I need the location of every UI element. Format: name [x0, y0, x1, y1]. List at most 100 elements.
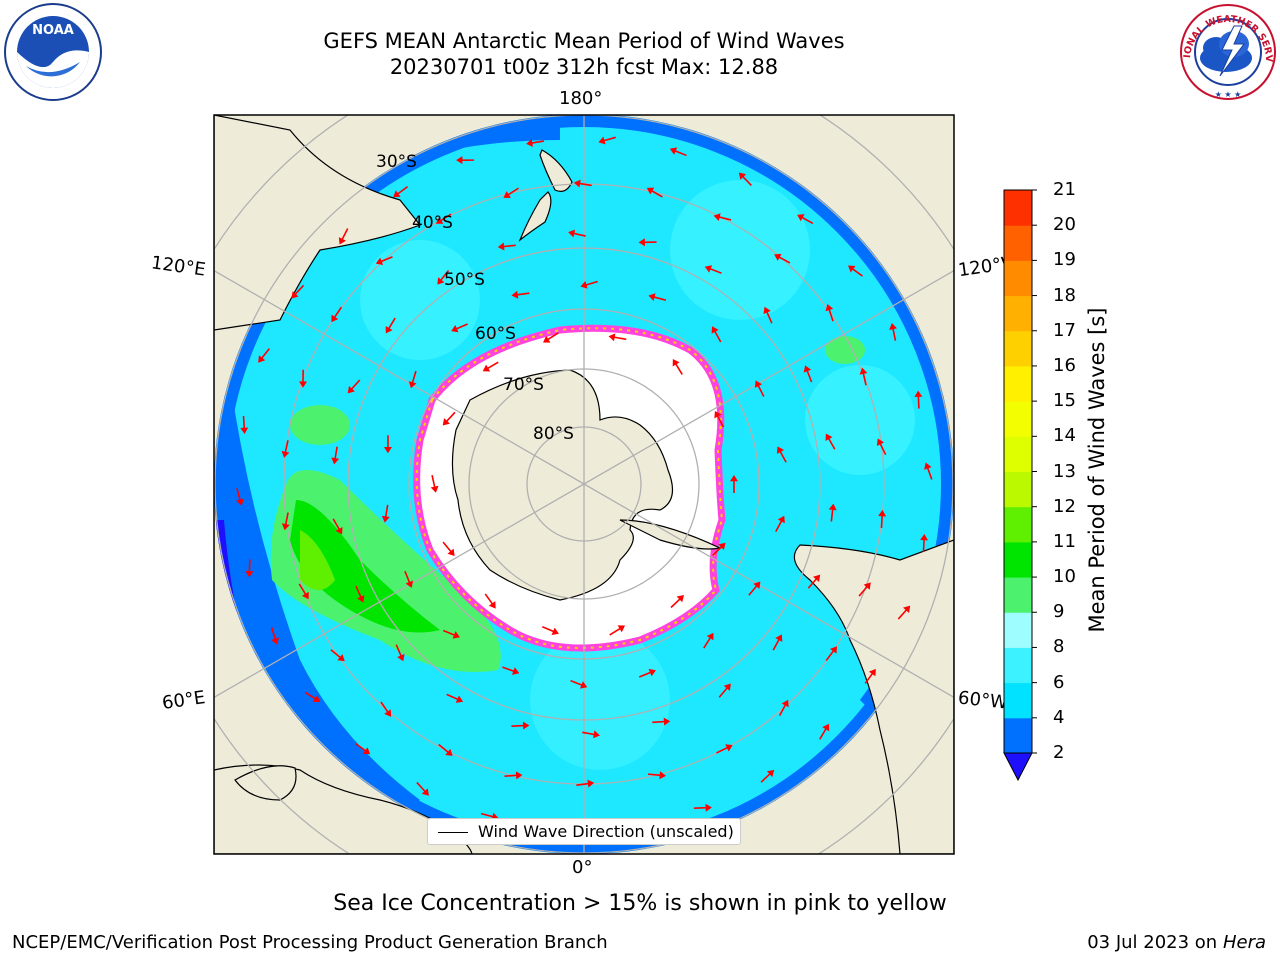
colorbar	[1003, 189, 1037, 782]
wind-wave-arrow-shaft	[897, 609, 908, 620]
colorbar-tick-label: 17	[1053, 319, 1076, 341]
colorbar-label: Mean Period of Wind Waves [s]	[1085, 307, 1109, 633]
wind-wave-arrow-shaft	[718, 216, 732, 221]
colorbar-tick-label: 4	[1053, 706, 1065, 728]
wind-wave-arrow-shaft	[416, 781, 426, 793]
wind-wave-arrow-shaft	[542, 626, 555, 633]
wind-wave-arrow-head	[338, 237, 346, 245]
wind-wave-arrow-shaft	[651, 189, 663, 198]
wind-wave-arrow-head	[705, 803, 712, 812]
wind-wave-arrow-head	[776, 446, 785, 454]
wind-wave-arrow-head	[781, 699, 789, 708]
wind-wave-arrow-head	[397, 653, 405, 662]
wind-wave-arrow-head	[580, 280, 588, 289]
wind-wave-arrow-shaft	[917, 395, 920, 409]
wind-wave-arrow-head	[445, 748, 453, 756]
wind-wave-arrow-shaft	[350, 379, 361, 390]
wind-wave-arrow-head	[331, 457, 340, 465]
wind-wave-arrow-shaft	[703, 636, 712, 649]
wind-wave-arrow-head	[754, 380, 763, 388]
wind-wave-arrow-head	[347, 385, 355, 394]
wind-wave-arrow-shaft	[332, 518, 341, 531]
wind-wave-arrow-head	[889, 323, 898, 331]
wind-wave-arrow-head	[551, 627, 559, 635]
map-legend: Wind Wave Direction (unscaled)	[427, 818, 741, 845]
south-america	[793, 539, 954, 854]
wind-wave-arrow-head	[482, 364, 491, 372]
wind-wave-arrow-shaft	[830, 508, 834, 522]
wind-wave-arrow-head	[593, 730, 600, 739]
wind-wave-arrow-shaft	[333, 306, 343, 319]
wind-wave-arrow-shaft	[516, 292, 530, 296]
wind-wave-arrow-head	[766, 769, 775, 778]
wind-wave-arrow-head	[774, 253, 782, 261]
sea-ice-note: Sea Ice Concentration > 15% is shown in …	[333, 891, 947, 916]
madagascar	[234, 765, 297, 801]
wind-wave-arrow-head	[704, 265, 713, 273]
wind-wave-arrow-head	[638, 238, 645, 247]
wind-wave-arrow-shaft	[284, 440, 289, 453]
colorbar-tick-label: 6	[1053, 671, 1065, 693]
graticule	[214, 115, 954, 854]
colorbar-tick-label: 11	[1053, 530, 1076, 552]
wind-wave-arrow-head	[876, 438, 885, 446]
wind-wave-arrow-head	[515, 771, 523, 780]
wind-wave-arrow-shaft	[674, 150, 687, 157]
new-zealand	[539, 149, 573, 192]
wind-wave-arrow-head	[526, 138, 533, 147]
wind-wave-arrow-head	[830, 646, 838, 654]
wind-wave-arrow-head	[312, 695, 321, 703]
wind-wave-arrow-head	[512, 667, 520, 675]
wind-wave-arrow-shaft	[445, 411, 456, 423]
wind-wave-arrow-shaft	[387, 317, 396, 330]
wind-wave-arrow-head	[258, 355, 266, 363]
wind-wave-arrow-shaft	[713, 330, 722, 343]
wind-wave-arrow-head	[914, 390, 923, 398]
wind-wave-arrow-head	[381, 515, 390, 523]
colorbar-segment	[1004, 682, 1032, 719]
wind-wave-arrow-shaft	[778, 256, 791, 264]
wind-wave-arrow-shaft	[858, 585, 868, 597]
colorbar-segment	[1004, 436, 1032, 472]
wind-wave-arrow-shaft	[766, 311, 773, 324]
colorbar-tick-label: 13	[1053, 460, 1076, 482]
wind-wave-arrow-head	[442, 418, 450, 426]
wind-wave-arrow-head	[451, 324, 459, 333]
wind-wave-arrow-head	[711, 326, 719, 334]
wind-wave-arrow-shaft	[355, 585, 362, 598]
wind-wave-arrow-head	[357, 595, 365, 603]
wind-wave-arrow-head	[672, 359, 680, 367]
colorbar-segment	[1004, 577, 1032, 613]
wind-wave-arrow-shaft	[827, 437, 836, 450]
wind-wave-arrow-head	[408, 381, 417, 389]
colorbar-tick-label: 8	[1053, 636, 1065, 658]
wind-wave-arrow-head	[488, 601, 496, 609]
wind-wave-arrow-head	[706, 632, 714, 641]
svg-text:★ ★ ★: ★ ★ ★	[1215, 90, 1242, 99]
wind-wave-arrow-head	[384, 709, 392, 717]
wind-wave-arrow-head	[435, 217, 444, 224]
wind-wave-arrow-shaft	[242, 416, 246, 429]
colorbar-segment	[1004, 541, 1032, 578]
wind-wave-arrows	[236, 136, 933, 832]
wind-wave-arrow-shaft	[440, 270, 450, 281]
colorbar-segment	[1004, 330, 1032, 367]
colorbar-segment	[1004, 401, 1032, 437]
australia	[214, 115, 421, 331]
wind-wave-arrow-shaft	[511, 724, 525, 728]
wind-wave-arrow-head	[236, 498, 244, 506]
wind-wave-arrow-head	[648, 668, 656, 677]
colorbar-tick-label: 20	[1053, 214, 1076, 236]
wind-wave-arrow-shaft	[779, 450, 787, 463]
wind-wave-arrow-head	[503, 191, 511, 198]
wind-wave-arrow-shaft	[801, 216, 814, 225]
colorbar-tick-label: 14	[1053, 425, 1076, 447]
wind-wave-arrow-head	[281, 523, 290, 531]
wind-wave-arrow-shaft	[442, 541, 452, 553]
wind-wave-arrow-shaft	[653, 296, 667, 301]
wind-wave-arrow-head	[497, 242, 505, 251]
wind-wave-arrow-shaft	[507, 187, 519, 196]
wind-wave-arrow-shaft	[531, 140, 545, 144]
wind-wave-arrow-shaft	[716, 746, 729, 754]
wind-wave-arrow-shaft	[411, 370, 417, 384]
